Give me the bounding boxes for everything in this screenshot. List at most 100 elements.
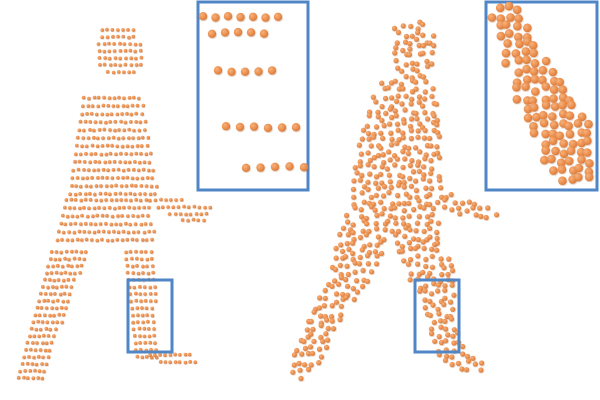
zoom-point: [582, 128, 591, 138]
dense-point: [364, 252, 371, 259]
sparse-point: [156, 205, 161, 210]
dense-point: [370, 94, 376, 100]
sparse-point: [139, 144, 144, 148]
dense-point: [387, 179, 393, 185]
sparse-point: [45, 320, 49, 325]
sparse-point: [95, 144, 100, 148]
sparse-point: [168, 360, 172, 365]
sparse-point: [86, 104, 91, 108]
zoom-point: [223, 12, 233, 21]
sparse-point: [177, 360, 182, 364]
sparse-point: [140, 176, 145, 181]
dense-point: [308, 318, 314, 324]
zoom-point: [211, 13, 220, 22]
sparse-point: [122, 96, 126, 100]
sparse-point: [118, 49, 123, 53]
sparse-point: [118, 41, 122, 46]
sparse-point: [75, 135, 80, 140]
dense-point: [378, 130, 384, 136]
sparse-point: [81, 136, 85, 140]
dense-point: [419, 103, 426, 109]
sparse-point: [106, 168, 110, 172]
sparse-point: [107, 56, 112, 61]
sparse-point: [100, 35, 104, 39]
sparse-point: [145, 313, 149, 317]
dense-point: [333, 255, 339, 261]
zoom-point: [573, 119, 583, 128]
dense-point: [420, 74, 426, 80]
zoom-point: [528, 96, 537, 105]
sparse-point: [127, 70, 131, 74]
dense-point: [316, 305, 322, 311]
dense-point: [370, 134, 376, 140]
sparse-point: [152, 192, 157, 196]
sparse-point: [88, 120, 92, 124]
dense-point: [375, 109, 381, 115]
sparse-point: [32, 355, 36, 360]
dense-point: [318, 322, 324, 328]
dense-point: [403, 33, 409, 40]
dense-point: [423, 185, 429, 191]
dense-point: [407, 256, 413, 263]
sparse-point: [142, 326, 147, 331]
sparse-point: [129, 152, 133, 156]
sparse-point: [42, 369, 46, 374]
sparse-point: [140, 355, 145, 360]
sparse-point: [73, 159, 77, 164]
zoom-point: [585, 159, 594, 168]
sparse-point: [49, 340, 54, 345]
sparse-point: [59, 284, 64, 289]
sparse-point: [105, 27, 109, 32]
dense-point: [379, 180, 385, 186]
dense-point: [350, 250, 356, 256]
zoom-point: [246, 28, 256, 37]
sparse-point: [83, 250, 88, 254]
dense-point: [432, 338, 438, 344]
sparse-point: [80, 112, 84, 117]
sparse-point: [74, 184, 78, 188]
dense-point: [408, 183, 414, 189]
sparse-point: [79, 263, 84, 268]
sparse-point: [61, 213, 65, 218]
zoom-point: [566, 146, 576, 155]
sparse-point: [119, 184, 124, 188]
dense-point: [405, 150, 411, 157]
dense-point: [405, 261, 411, 267]
sparse-point: [113, 63, 117, 67]
dense-point: [421, 245, 427, 251]
zoom-point: [558, 109, 568, 119]
sparse-point: [144, 152, 149, 156]
sparse-point: [131, 28, 136, 32]
zoom-point: [558, 100, 567, 110]
dense-point: [378, 199, 384, 205]
zoom-point: [503, 39, 512, 48]
dense-point: [442, 287, 448, 293]
sparse-point: [131, 70, 136, 74]
dense-point: [419, 21, 426, 27]
dense-point: [318, 334, 324, 340]
sparse-point: [48, 257, 53, 261]
sparse-point: [127, 136, 131, 140]
sparse-point: [132, 333, 137, 338]
dense-point: [424, 58, 430, 64]
sparse-point: [128, 249, 133, 254]
dense-point: [399, 248, 405, 254]
sparse-point: [97, 49, 102, 53]
zoom-point: [556, 158, 566, 167]
sparse-point: [178, 353, 182, 357]
dense-point: [400, 148, 406, 154]
sparse-point: [52, 278, 56, 283]
sparse-point: [120, 214, 124, 218]
dense-point: [339, 248, 346, 254]
sparse-point: [134, 197, 138, 202]
dense-point: [316, 346, 322, 352]
dense-point: [443, 326, 449, 332]
dense-point: [385, 218, 391, 224]
zoom-point: [514, 14, 523, 23]
dense-point: [359, 172, 365, 178]
sparse-point: [141, 264, 145, 269]
dense-point: [402, 233, 408, 239]
dense-point: [407, 194, 413, 200]
dense-point: [400, 134, 406, 141]
zoom-point: [521, 82, 530, 91]
